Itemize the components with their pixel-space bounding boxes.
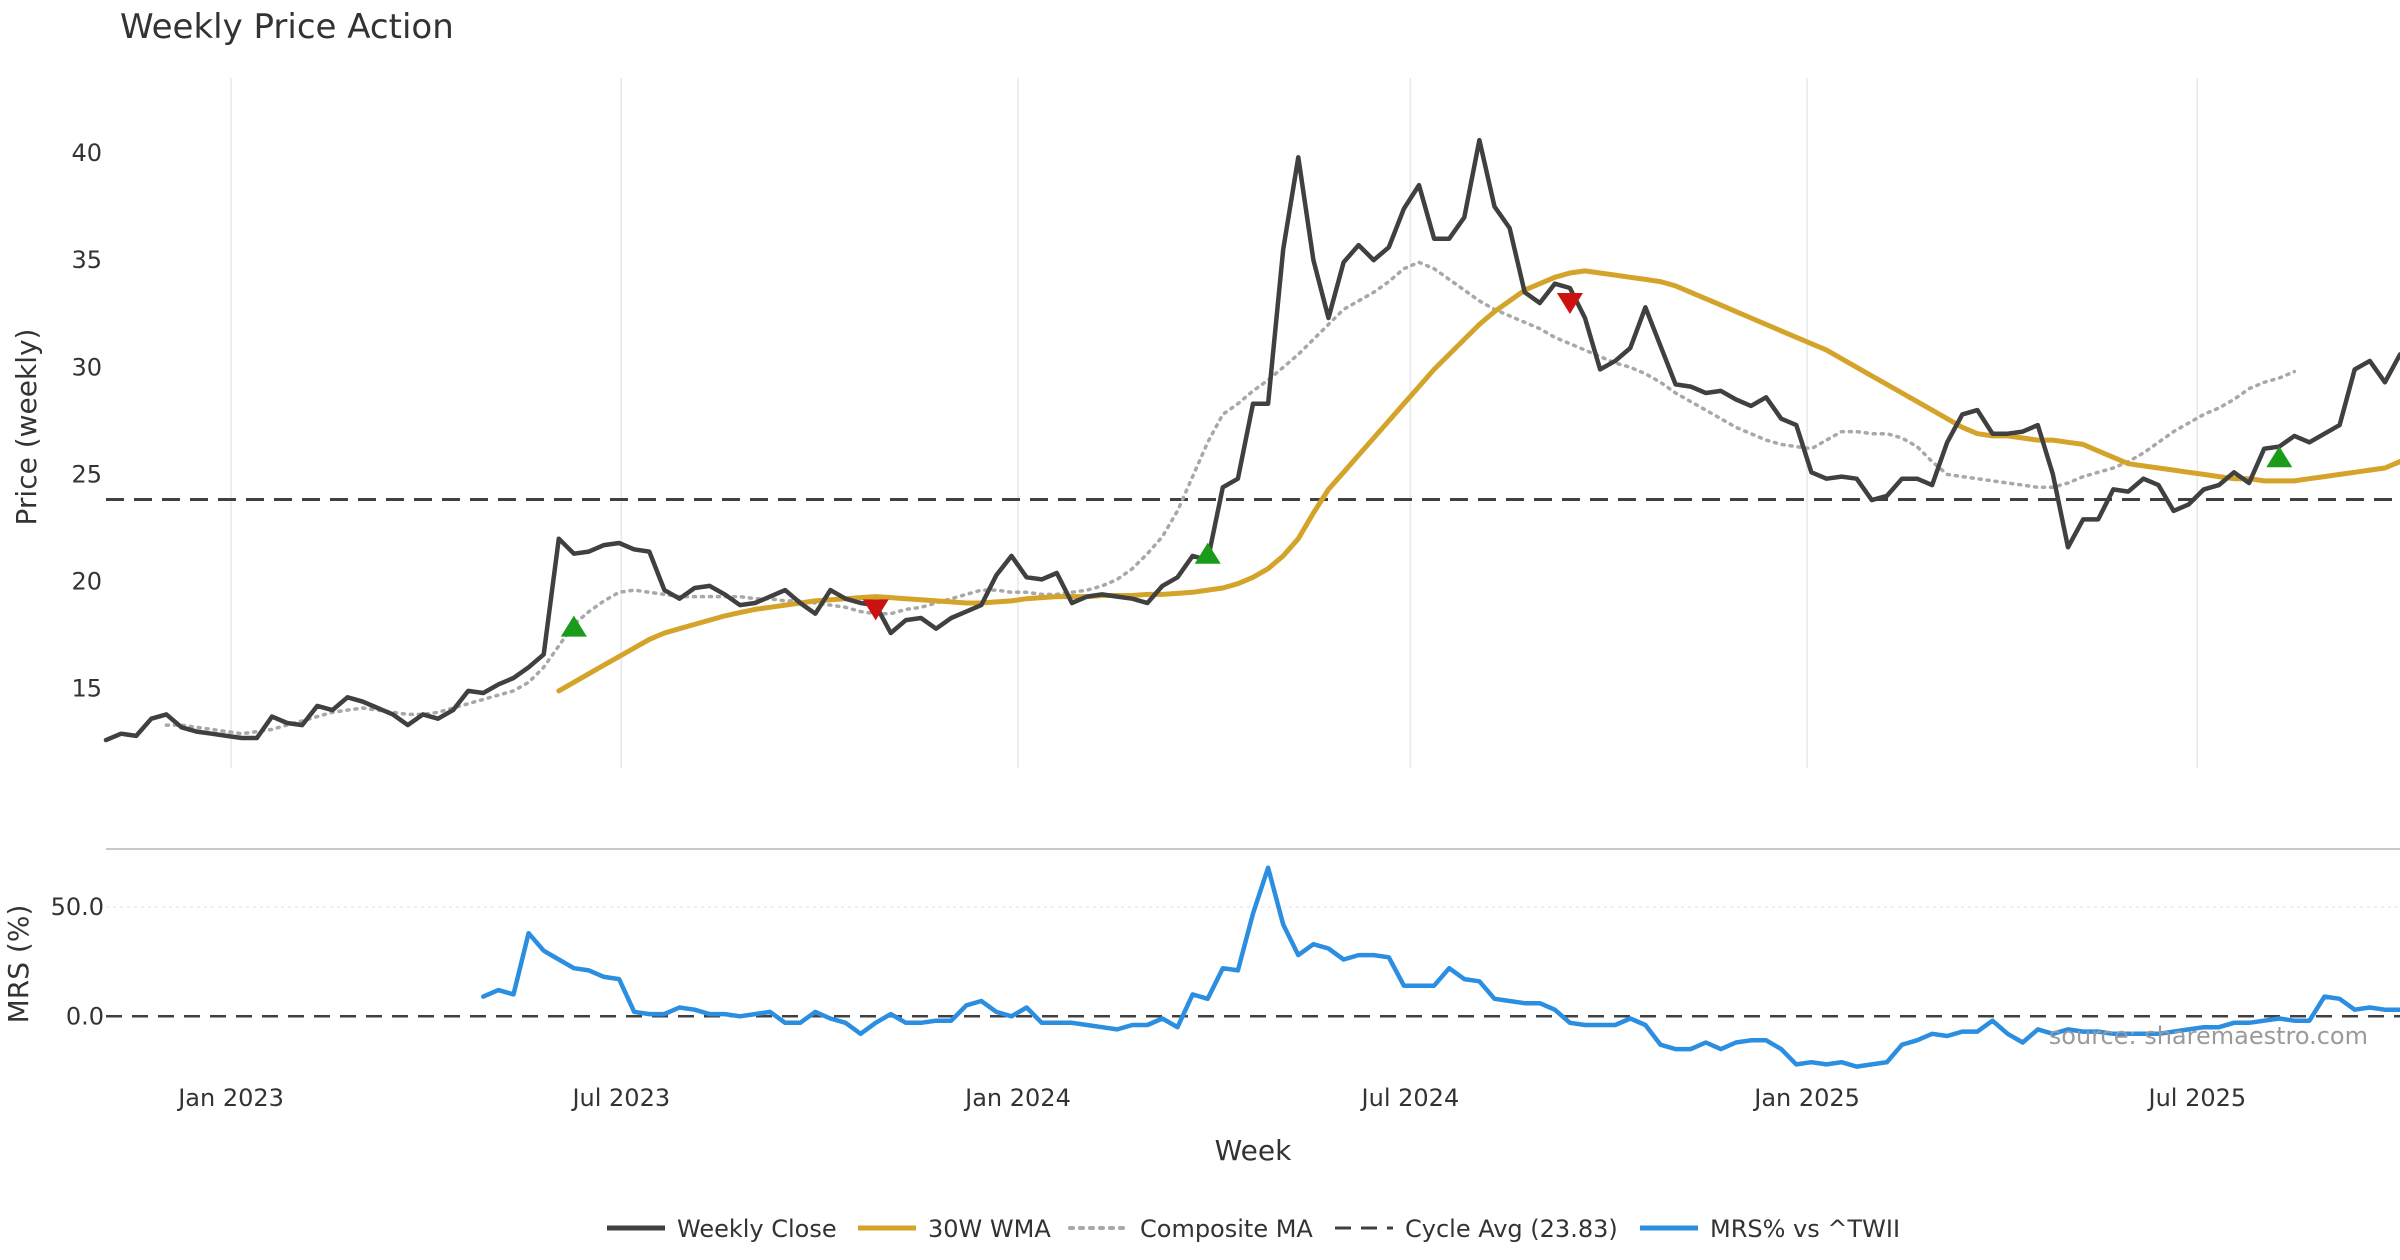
- sell-signal-marker: [862, 599, 889, 621]
- x-tick-label: Jan 2025: [1752, 1084, 1860, 1112]
- x-tick-label: Jan 2023: [176, 1084, 284, 1112]
- price-y-tick-label: 30: [71, 353, 102, 381]
- chart-title: Weekly Price Action: [120, 7, 454, 47]
- x-tick-label: Jan 2024: [963, 1084, 1071, 1112]
- mrs-y-tick-label: 50.0: [51, 893, 104, 921]
- weekly-close-line: [103, 137, 2400, 743]
- mrs-y-tick-label: 0.0: [66, 1002, 104, 1030]
- price-y-tick-label: 35: [71, 246, 102, 274]
- x-tick-label: Jul 2024: [1360, 1084, 1460, 1112]
- x-axis-label: Week: [1215, 1134, 1292, 1167]
- mrs-panel: 0.0 50.0 MRS (%) source: sharemaestro.com: [2, 848, 2400, 1069]
- sell-signal-marker: [1556, 293, 1583, 314]
- x-tick-label: Jul 2023: [570, 1084, 670, 1112]
- price-y-tick-label: 25: [71, 460, 102, 488]
- buy-signal-marker: [560, 615, 587, 637]
- legend-label-wma_30w: 30W WMA: [928, 1215, 1051, 1243]
- source-note: source: sharemaestro.com: [2049, 1022, 2368, 1050]
- legend-label-composite_ma: Composite MA: [1140, 1215, 1313, 1243]
- legend-label-mrs: MRS% vs ^TWII: [1710, 1215, 1900, 1243]
- buy-signal-marker: [2266, 446, 2293, 468]
- price-y-tick-label: 15: [71, 675, 102, 703]
- buy-signal-marker: [1194, 542, 1221, 564]
- price-y-tick-label: 40: [71, 139, 102, 167]
- wma-30w-line: [556, 268, 2400, 694]
- price-y-tick-label: 20: [71, 568, 102, 596]
- legend-label-cycle_avg: Cycle Avg (23.83): [1405, 1215, 1618, 1243]
- price-y-axis-label: Price (weekly): [10, 329, 43, 526]
- mrs-line-segment-2: [1884, 994, 2400, 1065]
- x-tick-label: Jul 2025: [2146, 1084, 2246, 1112]
- legend: Weekly Close 30W WMA Composite MA Cycle Avg…: [607, 1215, 1900, 1243]
- mrs-line-segment-1: [481, 865, 1890, 1069]
- legend-label-weekly_close: Weekly Close: [677, 1215, 837, 1243]
- price-panel: 15 20 25 30 35 40 Price (weekly): [10, 78, 2400, 768]
- mrs-y-axis-label: MRS (%): [2, 905, 35, 1024]
- x-axis: Jan 2023 Jul 2023 Jan 2024 Jul 2024 Jan 2025…: [176, 1084, 2246, 1112]
- composite-ma-line: [164, 260, 2297, 736]
